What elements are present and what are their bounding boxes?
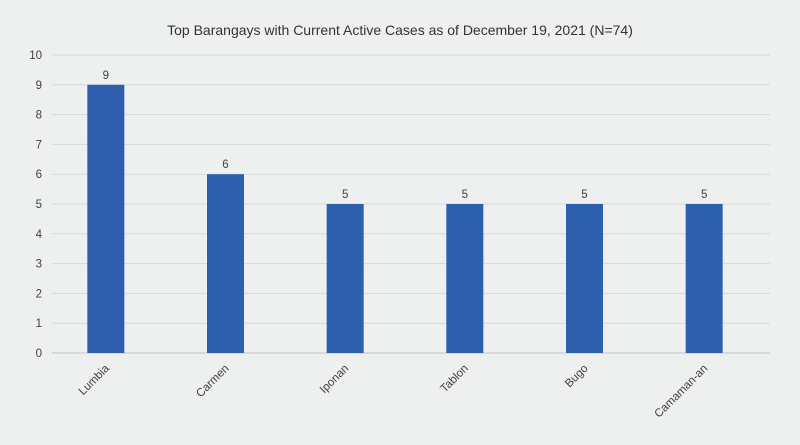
y-tick-label: 7 [36,139,42,151]
y-tick-label: 4 [36,229,43,241]
category-label: Lumbia [77,362,113,398]
y-tick-label: 5 [36,199,42,211]
y-tick-label: 8 [36,110,42,122]
category-label: Bugo [563,363,590,390]
y-tick-label: 6 [36,169,42,181]
y-tick-label: 0 [36,348,42,360]
bar [87,84,125,354]
category-label: Tablon [439,363,471,395]
y-tick-label: 3 [36,259,42,271]
y-tick-label: 9 [36,80,42,92]
bar [326,204,364,353]
bar [446,204,484,353]
category-label: Iponan [318,363,351,396]
data-label: 5 [342,189,348,201]
chart-title: Top Barangays with Current Active Cases … [167,22,633,38]
y-tick-label: 10 [29,50,42,62]
bar [685,204,723,353]
data-label: 5 [581,189,587,201]
data-label: 9 [103,70,109,82]
y-tick-label: 1 [36,318,42,330]
category-label: Carmen [194,363,231,400]
category-label: Camaman-an [653,363,711,421]
bar [566,204,603,353]
data-label: 5 [462,189,468,201]
bar [207,174,244,353]
data-label: 6 [222,159,228,171]
data-label: 5 [701,189,707,201]
y-tick-label: 2 [36,288,42,300]
